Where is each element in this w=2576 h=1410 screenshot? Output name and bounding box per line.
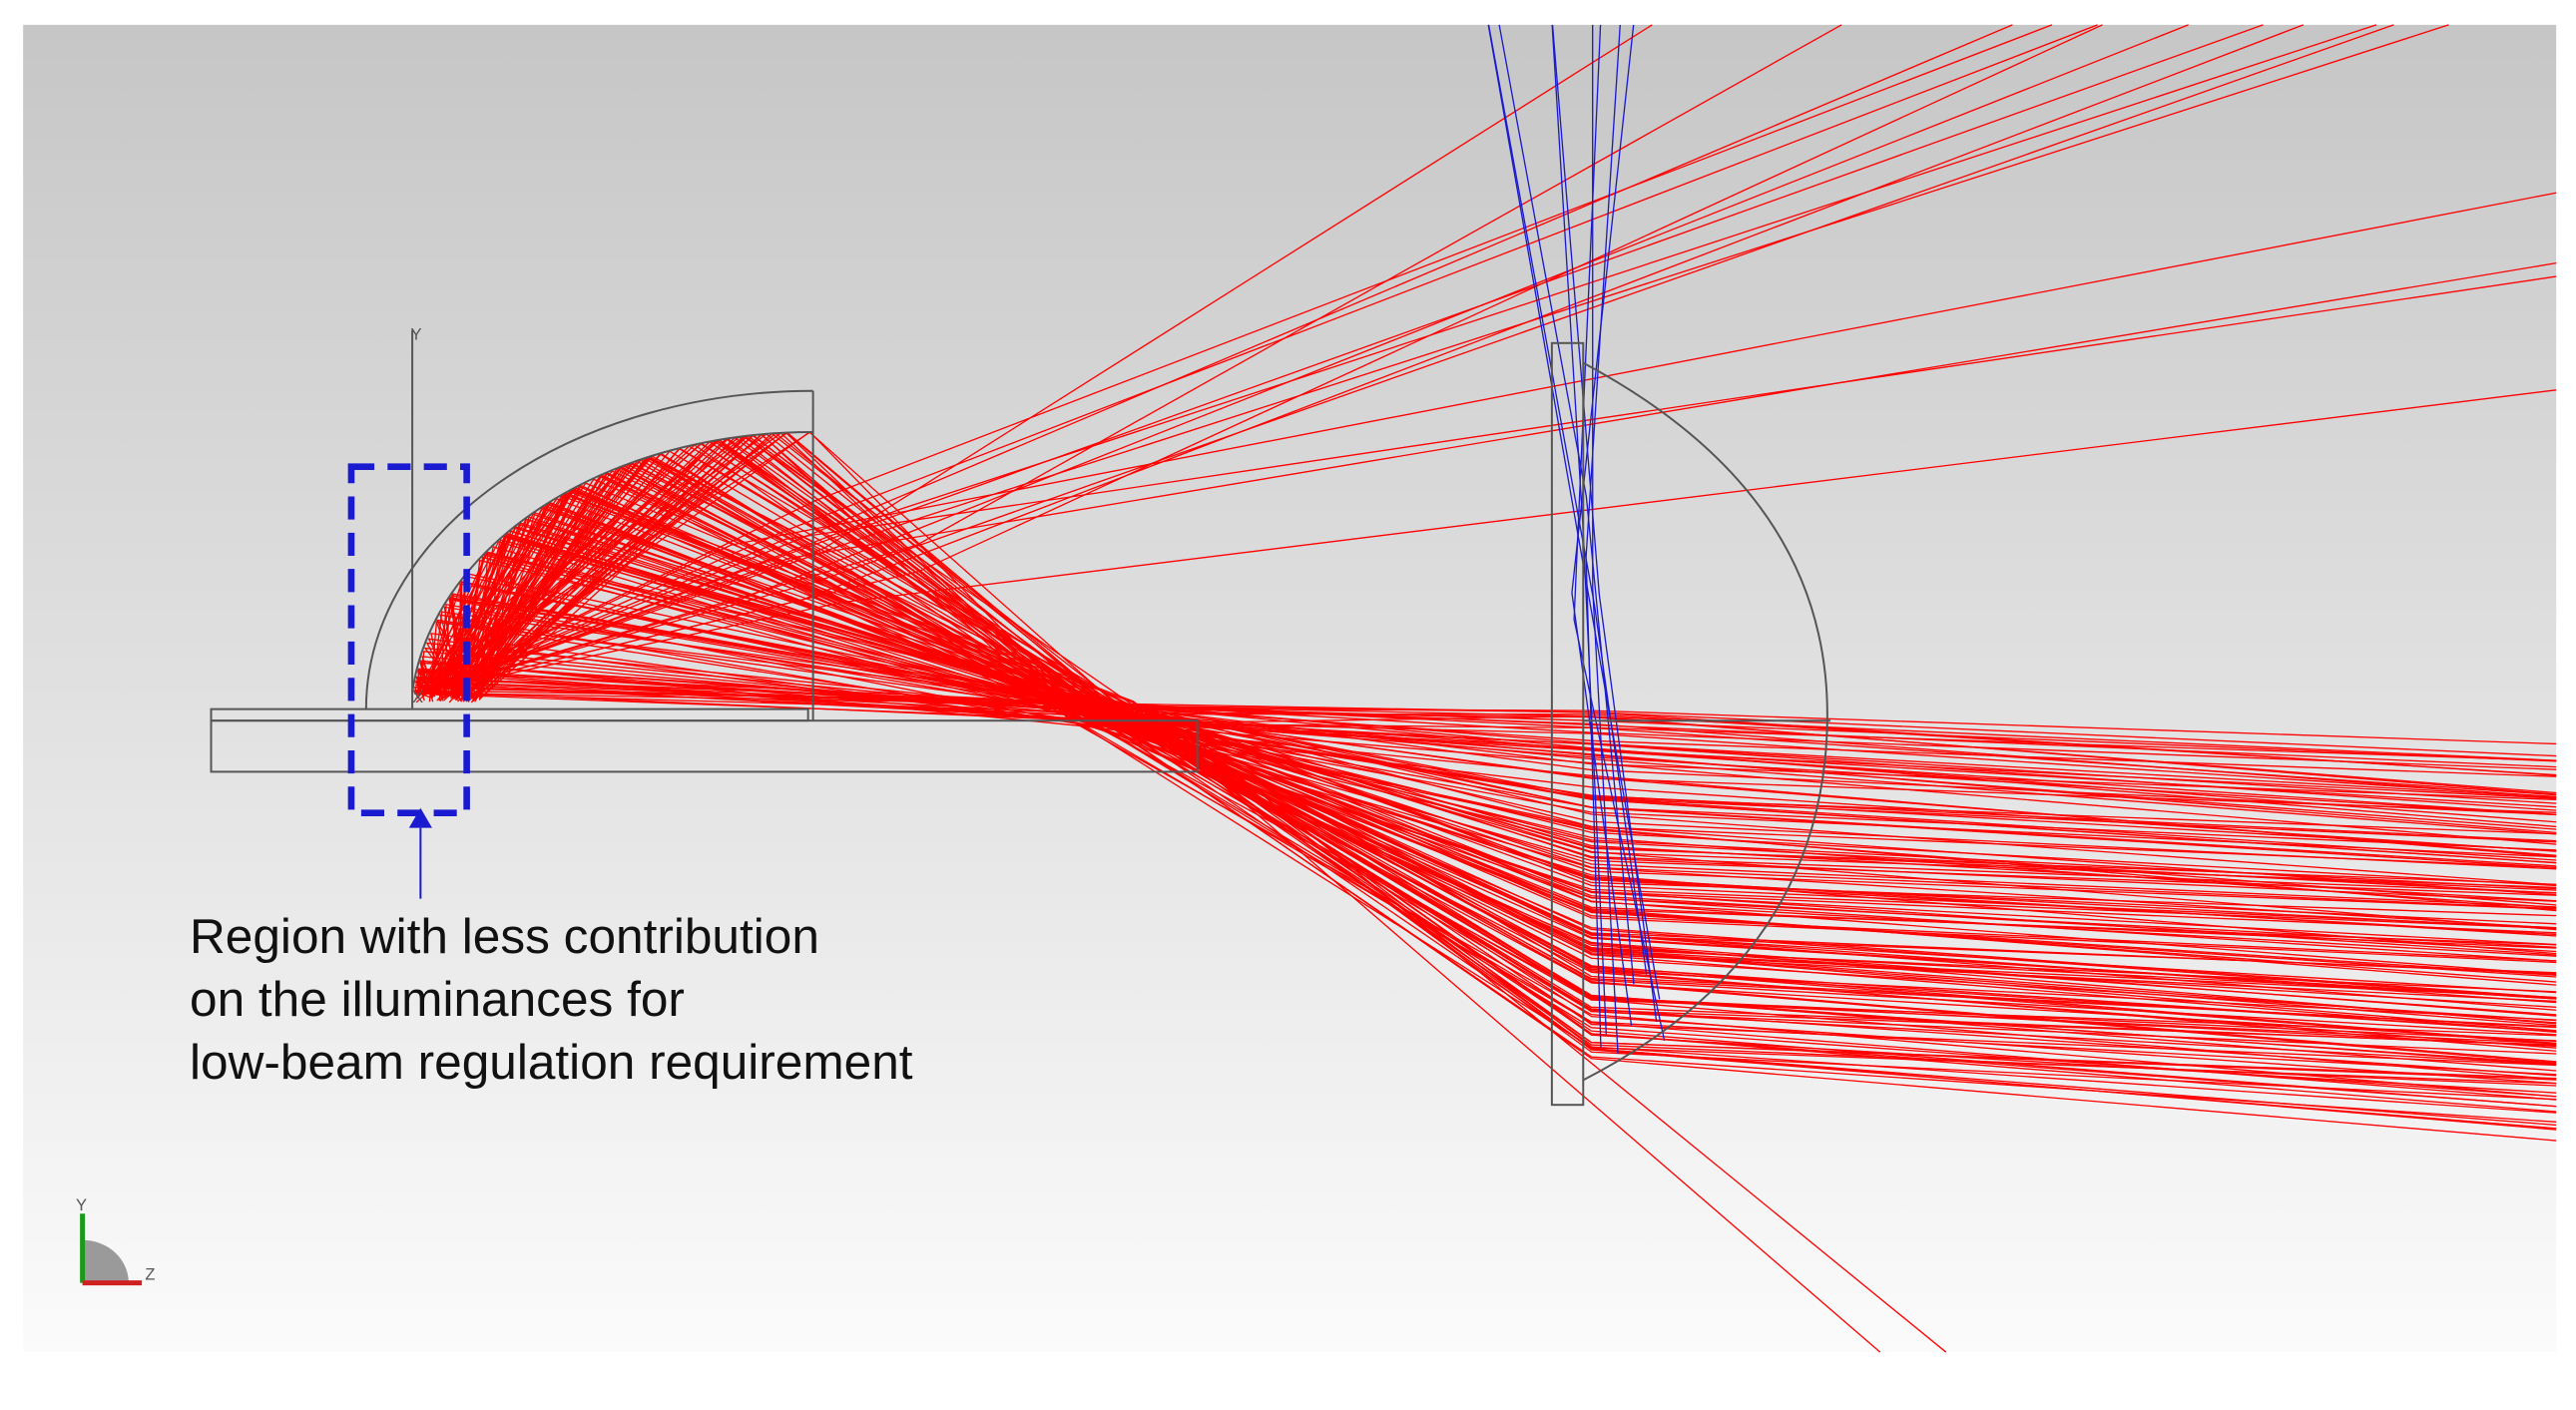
stray-ray (420, 24, 2098, 694)
geometry (210, 329, 1831, 1107)
ray (439, 614, 2557, 1085)
shield (210, 707, 809, 722)
stray-ray (1187, 732, 1947, 1353)
ray (453, 536, 2557, 1066)
annotation-line: low-beam regulation requirement (190, 1034, 913, 1090)
triad-z-label: Z (145, 1264, 155, 1283)
ray (479, 518, 2557, 902)
annotation-line: Region with less contribution (190, 908, 819, 964)
blue-ray (1487, 24, 1648, 975)
ray (461, 488, 2557, 885)
ray (447, 533, 2557, 1049)
pointer-arrow (408, 807, 432, 828)
stray-ray (420, 24, 2394, 694)
viewport-background (23, 24, 2557, 1353)
blue-ray (1551, 24, 1658, 1023)
ray (416, 678, 2557, 768)
stray-ray (420, 24, 1842, 694)
reflector-outer (364, 389, 813, 709)
stray-ray (420, 24, 2053, 694)
stray-ray (420, 24, 2449, 694)
ray (463, 457, 2557, 804)
ray (476, 534, 2557, 953)
ray (421, 431, 2557, 1087)
stray-ray (420, 24, 2264, 694)
triad-y-label: Y (76, 1195, 87, 1214)
ray (448, 598, 2557, 930)
stray-ray (420, 24, 2305, 694)
ray (454, 502, 2557, 906)
stray-ray (420, 192, 2557, 694)
stray-ray (420, 24, 1653, 694)
ray (415, 676, 2557, 808)
triad-quadrant (82, 1239, 129, 1283)
reflector-inner (411, 431, 813, 694)
lens-flange (1550, 341, 1585, 1107)
stray-ray (420, 389, 2557, 694)
annotation-line: on the illuminances for (190, 971, 685, 1027)
ray (438, 603, 2557, 811)
view-y-label: Y (410, 325, 421, 344)
blue-ray (1571, 24, 1635, 1026)
ray (448, 453, 2557, 845)
stray-ray (420, 261, 2557, 694)
stray-ray (1154, 724, 1881, 1353)
ray (450, 482, 2557, 1032)
ray (470, 434, 2557, 1055)
ray (472, 439, 2557, 974)
blue-ray (1573, 24, 1666, 1042)
ray (448, 598, 2557, 798)
highlight-region (347, 463, 470, 817)
ray (463, 435, 2557, 930)
ray (417, 489, 2557, 1114)
rays (413, 24, 2557, 1353)
blue-ray (1498, 24, 1635, 985)
view-x-label: X (412, 688, 423, 706)
stray-ray (420, 275, 2557, 694)
axis-triad: Y Z (76, 1195, 156, 1286)
